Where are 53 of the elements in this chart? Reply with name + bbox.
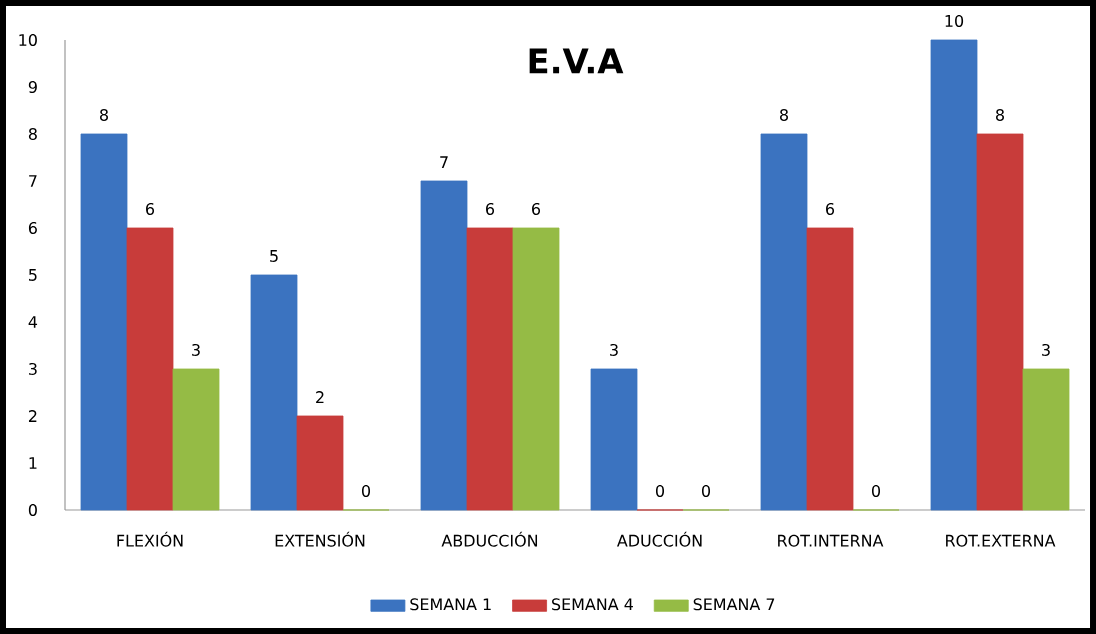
x-tick-label: ROT.INTERNA: [778, 534, 884, 547]
y-tick-label: 6: [28, 221, 37, 235]
data-label: 3: [1042, 343, 1050, 356]
y-tick-label: 9: [28, 80, 37, 94]
data-label: 6: [532, 202, 541, 215]
data-label: 8: [100, 108, 108, 121]
data-label: 0: [871, 484, 881, 497]
y-tick-label: 10: [19, 33, 37, 47]
bar: [80, 133, 128, 511]
y-tick-label: 4: [28, 316, 38, 328]
bar: [250, 274, 298, 511]
bar: [760, 133, 808, 511]
data-label: 5: [270, 250, 278, 262]
y-tick-label: 0: [28, 503, 37, 517]
bar: [172, 368, 220, 511]
bar: [1022, 368, 1070, 511]
x-tick-label: EXTENSIÓN: [275, 531, 365, 547]
bar: [976, 133, 1024, 511]
y-tick-label: 5: [29, 269, 37, 281]
data-label: 8: [996, 108, 1004, 121]
bar: [590, 368, 638, 511]
data-label: 0: [655, 484, 665, 497]
data-label: 3: [192, 343, 200, 356]
data-label: 10: [945, 14, 964, 27]
bar: [512, 227, 560, 511]
bar: [930, 39, 978, 511]
data-label: 0: [361, 484, 371, 497]
bar: [126, 227, 174, 511]
x-tick-label: ROT.EXTERNA: [946, 534, 1056, 547]
x-tick-label: ADUCCIÓN: [616, 531, 702, 547]
bar: [420, 180, 468, 511]
data-label: 0: [701, 484, 711, 497]
bar: [296, 415, 344, 511]
y-tick-label: 3: [29, 362, 37, 376]
legend-label: SEMANA 4: [552, 598, 633, 611]
y-tick-label: 7: [29, 175, 37, 187]
bar: [466, 227, 514, 511]
data-label: 7: [440, 156, 448, 168]
data-label: 2: [316, 391, 324, 403]
x-tick-label: FLEXIÓN: [117, 531, 183, 547]
data-label: 8: [780, 108, 788, 121]
data-label: 6: [486, 202, 495, 215]
legend-label: SEMANA 1: [410, 598, 491, 611]
data-label: 3: [610, 343, 618, 356]
legend-label: SEMANA 7: [693, 598, 775, 611]
y-tick-label: 8: [28, 127, 37, 141]
data-label: 6: [146, 202, 155, 215]
x-tick-label: ABDUCCIÓN: [441, 531, 538, 547]
data-label: 6: [826, 202, 835, 215]
bar: [806, 227, 854, 511]
chart-title: E.V.A: [529, 48, 624, 74]
y-tick-label: 2: [28, 410, 37, 422]
y-tick-label: 1: [29, 457, 37, 469]
